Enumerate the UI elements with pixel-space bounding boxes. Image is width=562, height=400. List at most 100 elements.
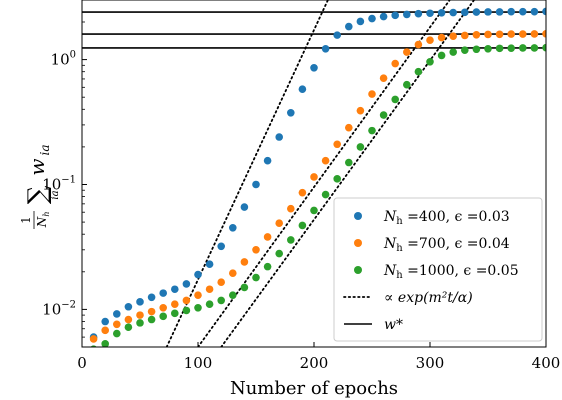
data-point (240, 258, 249, 266)
x-axis-label: Number of epochs (230, 378, 398, 399)
data-point (124, 302, 133, 311)
data-point (171, 300, 179, 309)
data-point (194, 303, 202, 312)
x-tick-label: 400 (532, 354, 561, 372)
data-point (263, 156, 272, 165)
data-point (240, 203, 249, 211)
data-point (403, 48, 411, 56)
data-point (205, 260, 214, 269)
data-point (414, 40, 423, 49)
data-point (182, 296, 191, 305)
y-tick-label: 10−2 (42, 299, 76, 318)
y-label-frac-num: 1 (19, 216, 33, 224)
data-point (345, 22, 353, 31)
data-point (147, 315, 156, 324)
data-point (356, 143, 365, 151)
legend-label: w* (384, 317, 403, 333)
data-point (391, 11, 400, 20)
data-point (437, 8, 446, 17)
data-point (507, 30, 515, 38)
data-point (368, 14, 376, 23)
legend-label: Nh =700, ϵ =0.04 (383, 236, 510, 254)
data-point (542, 7, 546, 16)
data-point (345, 123, 353, 132)
data-point (321, 156, 330, 165)
legend-marker (354, 266, 362, 274)
series-2 (89, 29, 546, 343)
legend-label: ∝ exp(m²t/α) (384, 290, 473, 306)
data-point (379, 111, 388, 119)
data-point (437, 33, 446, 42)
exp-fit-line-2 (197, 0, 451, 347)
series-3 (90, 43, 546, 347)
data-point (182, 306, 191, 315)
y-label-frac-den-sub: h (42, 211, 51, 216)
data-point (287, 204, 295, 213)
y-label-sum-sub: ia (50, 190, 61, 199)
data-point (321, 190, 330, 199)
legend: Nh =400, ϵ =0.03 Nh =700, ϵ =0.04 Nh =1000… (333, 197, 543, 342)
data-point (275, 249, 284, 258)
data-point (519, 30, 527, 38)
data-point (356, 106, 365, 115)
data-point (136, 311, 144, 319)
y-label-w-sub: ia (38, 145, 52, 156)
data-point (136, 319, 144, 327)
data-point (275, 219, 284, 227)
axes: 0 100 200 300 400 10−2 10−1 100 (42, 0, 560, 372)
data-point (472, 30, 481, 39)
data-point (205, 285, 214, 294)
data-point (252, 246, 260, 254)
data-point (310, 206, 318, 215)
data-point (461, 46, 469, 54)
data-point (449, 8, 458, 17)
data-point (194, 270, 202, 279)
x-tick-label: 300 (416, 354, 445, 372)
legend-entry-2: Nh =700, ϵ =0.04 (354, 236, 510, 254)
data-point (171, 285, 179, 294)
data-point (449, 48, 458, 56)
data-point (484, 30, 492, 39)
data-point (321, 45, 330, 53)
data-point (368, 126, 376, 135)
y-label-w: w (25, 158, 49, 175)
data-point (136, 298, 144, 306)
data-point (89, 335, 98, 343)
data-point (263, 262, 272, 271)
data-point (333, 31, 342, 39)
data-point (403, 80, 411, 89)
data-point (147, 307, 156, 316)
data-point (147, 293, 156, 302)
data-point (484, 8, 492, 16)
data-point (159, 289, 167, 297)
data-point (519, 7, 527, 16)
data-point (507, 44, 515, 52)
data-point (542, 43, 546, 52)
data-point (333, 140, 342, 149)
y-tick-label: 100 (51, 50, 76, 69)
data-point (426, 58, 434, 66)
data-point (159, 312, 167, 321)
data-point (403, 10, 411, 19)
data-point (333, 175, 342, 183)
data-point (379, 74, 388, 82)
data-point (124, 323, 133, 332)
data-point (240, 283, 249, 292)
data-point (217, 242, 225, 251)
data-point (414, 9, 423, 18)
data-point (113, 310, 121, 318)
data-point (356, 17, 365, 26)
legend-marker (354, 212, 362, 220)
data-point (287, 236, 295, 244)
data-point (229, 291, 237, 299)
x-tick-label: 0 (77, 354, 87, 372)
data-point (287, 108, 295, 117)
data-point (507, 7, 515, 16)
data-point (310, 173, 318, 181)
data-point (229, 224, 237, 232)
data-point (182, 280, 191, 288)
data-point (449, 32, 458, 40)
data-point (113, 329, 121, 338)
